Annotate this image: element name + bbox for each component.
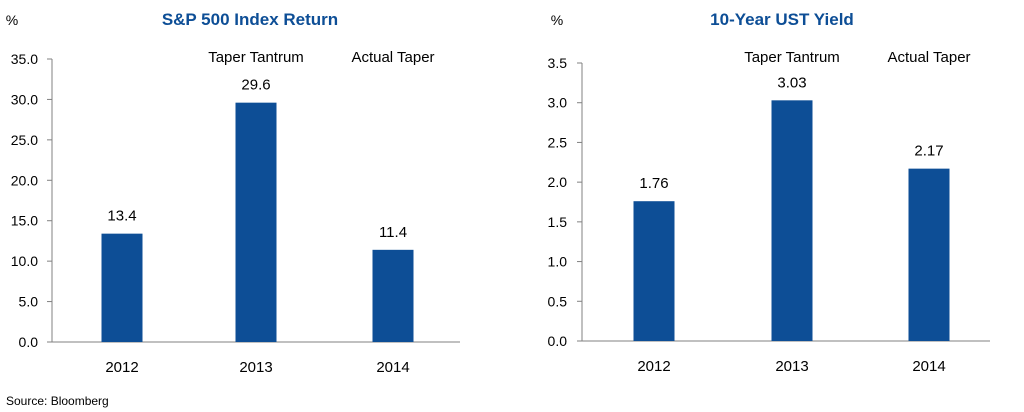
- chart-1-y-tick-label: 30.0: [11, 91, 38, 107]
- chart-2-bar-2014: [908, 168, 950, 341]
- chart-2-unit-label: %: [551, 12, 563, 28]
- chart-2-value-label: 3.03: [777, 74, 806, 91]
- chart-1-bar-2013: [235, 102, 277, 342]
- chart-1-title: S&P 500 Index Return: [162, 10, 338, 29]
- chart-1-y-tick-label: 15.0: [11, 213, 38, 229]
- chart-1-y-tick-label: 10.0: [11, 253, 38, 269]
- chart-1-annotation: Actual Taper: [351, 49, 434, 66]
- chart-2-y-tick-label: 0.5: [548, 293, 568, 309]
- chart-2-annotation: Actual Taper: [887, 49, 970, 66]
- chart-1-bar-2014: [372, 249, 414, 342]
- chart-1-value-label: 11.4: [379, 224, 407, 241]
- chart-1-value-label: 29.6: [241, 77, 270, 94]
- chart-2-bar-2013: [771, 100, 813, 342]
- chart-1-y-tick-label: 25.0: [11, 132, 38, 148]
- chart-1-x-tick-label: 2012: [105, 359, 138, 376]
- chart-2-bar-2012: [633, 201, 675, 341]
- chart-1-unit-label: %: [6, 12, 18, 28]
- chart-1-y-tick-label: 5.0: [19, 294, 39, 310]
- chart-2-y-tick-label: 3.0: [548, 95, 568, 111]
- chart-1-bar-2012: [101, 233, 143, 342]
- chart-2-y-tick-label: 1.5: [548, 214, 568, 230]
- chart-1-y-tick-label: 35.0: [11, 51, 38, 67]
- chart-2-y-tick-label: 3.5: [548, 55, 568, 71]
- chart-2-y-tick-label: 0.0: [548, 333, 568, 349]
- chart-2-title: 10-Year UST Yield: [710, 10, 854, 29]
- chart-2-y-tick-label: 1.0: [548, 254, 568, 270]
- chart-2-value-label: 1.76: [639, 175, 668, 192]
- chart-2-y-tick-label: 2.5: [548, 134, 568, 150]
- chart-1-value-label: 13.4: [107, 208, 136, 225]
- chart-2-annotation: Taper Tantrum: [744, 49, 840, 66]
- chart-2-x-tick-label: 2012: [637, 358, 670, 375]
- chart-2-x-tick-label: 2013: [775, 358, 808, 375]
- chart-1-x-tick-label: 2014: [376, 359, 409, 376]
- chart-2-x-tick-label: 2014: [912, 358, 945, 375]
- source-note: Source: Bloomberg: [6, 394, 109, 408]
- chart-2-y-tick-label: 2.0: [548, 174, 568, 190]
- chart-1-x-tick-label: 2013: [239, 359, 272, 376]
- chart-2-value-label: 2.17: [914, 143, 943, 160]
- chart-1-annotation: Taper Tantrum: [208, 49, 304, 66]
- chart-1-y-tick-label: 0.0: [19, 334, 39, 350]
- chart-1-y-tick-label: 20.0: [11, 172, 38, 188]
